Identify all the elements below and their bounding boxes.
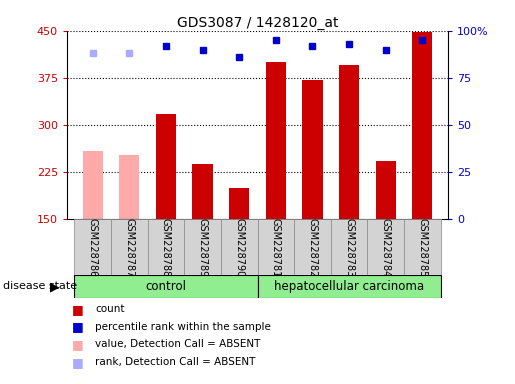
Bar bbox=[258, 219, 294, 275]
Text: ▶: ▶ bbox=[49, 280, 59, 293]
Bar bbox=[148, 219, 184, 275]
Text: rank, Detection Call = ABSENT: rank, Detection Call = ABSENT bbox=[95, 357, 255, 367]
Text: GSM228782: GSM228782 bbox=[307, 218, 317, 278]
Text: value, Detection Call = ABSENT: value, Detection Call = ABSENT bbox=[95, 339, 261, 349]
Bar bbox=[331, 219, 367, 275]
Text: GSM228783: GSM228783 bbox=[344, 218, 354, 278]
Text: ■: ■ bbox=[72, 320, 84, 333]
Bar bbox=[156, 114, 176, 219]
Bar bbox=[294, 219, 331, 275]
Text: GSM228789: GSM228789 bbox=[198, 218, 208, 278]
Text: GSM228785: GSM228785 bbox=[417, 218, 427, 278]
Bar bbox=[184, 219, 221, 275]
Text: hepatocellular carcinoma: hepatocellular carcinoma bbox=[274, 280, 424, 293]
Bar bbox=[82, 151, 102, 219]
Text: count: count bbox=[95, 304, 125, 314]
Bar bbox=[229, 187, 249, 219]
Bar bbox=[74, 219, 111, 275]
Text: GSM228790: GSM228790 bbox=[234, 218, 244, 278]
Bar bbox=[258, 275, 441, 298]
Text: disease state: disease state bbox=[3, 281, 77, 291]
Text: ■: ■ bbox=[72, 303, 84, 316]
Bar bbox=[119, 155, 140, 219]
Text: GSM228784: GSM228784 bbox=[381, 218, 391, 278]
Bar bbox=[193, 164, 213, 219]
Bar bbox=[404, 219, 441, 275]
Bar bbox=[339, 65, 359, 219]
Bar bbox=[111, 219, 148, 275]
Bar bbox=[375, 161, 396, 219]
Bar bbox=[413, 32, 433, 219]
Bar bbox=[367, 219, 404, 275]
Text: ■: ■ bbox=[72, 338, 84, 351]
Text: GSM228788: GSM228788 bbox=[161, 218, 171, 278]
Bar bbox=[221, 219, 258, 275]
Text: percentile rank within the sample: percentile rank within the sample bbox=[95, 322, 271, 332]
Text: GSM228787: GSM228787 bbox=[124, 218, 134, 278]
Title: GDS3087 / 1428120_at: GDS3087 / 1428120_at bbox=[177, 16, 338, 30]
Text: GSM228786: GSM228786 bbox=[88, 218, 98, 278]
Text: control: control bbox=[145, 280, 186, 293]
Text: ■: ■ bbox=[72, 356, 84, 369]
Bar bbox=[74, 275, 258, 298]
Text: GSM228781: GSM228781 bbox=[271, 218, 281, 278]
Bar bbox=[266, 62, 286, 219]
Bar bbox=[302, 79, 322, 219]
